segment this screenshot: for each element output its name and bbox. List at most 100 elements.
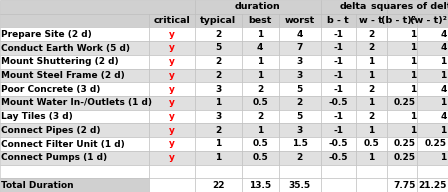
Bar [279,110,321,123]
Bar [279,151,321,165]
Bar [418,123,448,137]
Text: 2: 2 [368,44,375,52]
Text: -1: -1 [333,112,343,121]
Bar [279,69,321,82]
Bar [418,27,448,41]
Text: 5: 5 [215,44,222,52]
Bar [321,123,356,137]
Bar [387,55,418,69]
Text: Total Duration: Total Duration [1,181,74,190]
Bar [321,110,356,123]
Bar [0,82,149,96]
Text: 1: 1 [440,153,447,162]
Bar [241,55,279,69]
Text: y: y [169,57,175,66]
Text: 1: 1 [410,71,416,80]
Text: 0.25: 0.25 [394,140,416,148]
Bar [149,151,195,165]
Text: 1: 1 [440,71,447,80]
Bar [418,110,448,123]
Text: -1: -1 [333,30,343,39]
Bar [321,0,387,14]
Bar [0,69,149,82]
Bar [241,41,279,55]
Text: 0.25: 0.25 [425,140,447,148]
Text: Connect Pumps (1 d): Connect Pumps (1 d) [1,153,108,162]
Text: (b - t)²: (b - t)² [381,16,416,25]
Bar [195,27,241,41]
Bar [418,96,448,110]
Bar [356,14,387,27]
Bar [418,151,448,165]
Text: 1: 1 [257,71,263,80]
Text: y: y [169,153,175,162]
Bar [321,41,356,55]
Bar [356,165,387,178]
Bar [0,165,149,178]
Bar [149,82,195,96]
Bar [0,55,149,69]
Bar [195,55,241,69]
Text: 0.25: 0.25 [394,153,416,162]
Bar [0,14,149,27]
Bar [0,137,149,151]
Text: 2: 2 [257,85,263,94]
Bar [356,69,387,82]
Text: 1: 1 [440,57,447,66]
Bar [418,178,448,192]
Text: 0.5: 0.5 [252,140,268,148]
Text: 1: 1 [215,98,222,107]
Bar [279,137,321,151]
Text: b - t: b - t [327,16,349,25]
Bar [195,82,241,96]
Bar [321,55,356,69]
Bar [0,110,149,123]
Text: -0.5: -0.5 [328,140,348,148]
Bar [356,27,387,41]
Bar [356,41,387,55]
Bar [279,123,321,137]
Text: 1: 1 [215,153,222,162]
Bar [241,123,279,137]
Bar [279,14,321,27]
Text: 0.25: 0.25 [394,98,416,107]
Bar [195,69,241,82]
Bar [149,27,195,41]
Bar [149,165,195,178]
Bar [321,69,356,82]
Text: w - t: w - t [359,16,383,25]
Bar [387,123,418,137]
Bar [241,178,279,192]
Text: (w - t)²: (w - t)² [410,16,447,25]
Text: 2: 2 [368,85,375,94]
Text: 4: 4 [440,112,447,121]
Text: 1: 1 [368,98,375,107]
Bar [195,14,241,27]
Bar [356,151,387,165]
Text: 2: 2 [215,126,222,135]
Text: duration: duration [235,2,281,11]
Bar [195,41,241,55]
Bar [241,110,279,123]
Text: 3: 3 [297,57,303,66]
Bar [149,123,195,137]
Text: 1: 1 [410,112,416,121]
Text: Poor Concrete (3 d): Poor Concrete (3 d) [1,85,101,94]
Text: y: y [169,112,175,121]
Text: 1: 1 [368,153,375,162]
Text: 2: 2 [215,57,222,66]
Text: -1: -1 [333,44,343,52]
Bar [0,123,149,137]
Text: best: best [249,16,272,25]
Bar [321,151,356,165]
Bar [241,69,279,82]
Bar [149,41,195,55]
Text: critical: critical [154,16,190,25]
Bar [149,110,195,123]
Text: 1: 1 [257,126,263,135]
Bar [149,96,195,110]
Bar [0,0,195,14]
Text: Mount Steel Frame (2 d): Mount Steel Frame (2 d) [1,71,125,80]
Bar [279,165,321,178]
Bar [241,82,279,96]
